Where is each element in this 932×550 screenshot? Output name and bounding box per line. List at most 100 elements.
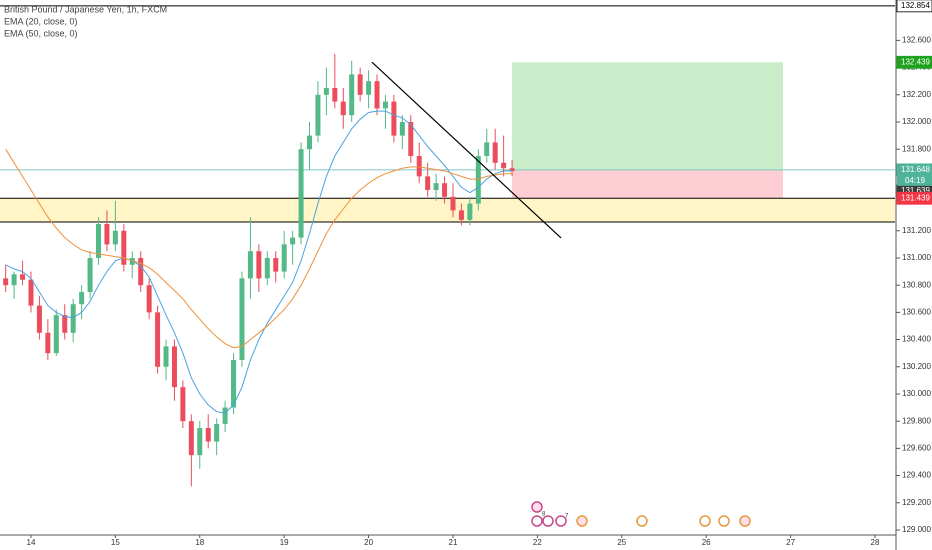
y-tick-label: 132.200 — [902, 90, 931, 99]
candle-body — [298, 149, 304, 238]
y-tick-label: 131.000 — [902, 253, 931, 262]
y-tick-label: 131.200 — [902, 226, 931, 235]
event-icon — [531, 501, 543, 513]
x-tick-label: 20 — [364, 538, 373, 547]
candle-body — [155, 312, 161, 367]
event-icon — [718, 515, 730, 527]
candle-body — [307, 135, 313, 150]
candle-body — [416, 155, 422, 177]
candle-body — [138, 257, 144, 286]
candle-body — [121, 230, 127, 265]
x-tick-label: 18 — [195, 538, 204, 547]
x-tick-label: 14 — [27, 538, 36, 547]
candle-body — [87, 257, 93, 292]
price-label: 131.648 — [901, 165, 930, 174]
event-icon — [542, 515, 554, 527]
candle-body — [492, 142, 498, 163]
x-tick-label: 22 — [533, 538, 542, 547]
legend-ema50: EMA (50, close, 0) — [4, 28, 78, 38]
y-tick-label: 131.800 — [902, 144, 931, 153]
candle-body — [239, 278, 245, 360]
events: 8 7 — [531, 501, 751, 527]
price-label: 132.439 — [901, 57, 930, 66]
y-tick-label: 129.800 — [902, 416, 931, 425]
y-tick-label: 129.600 — [902, 443, 931, 452]
countdown: 04:19 — [905, 176, 926, 185]
price-label-box — [896, 0, 932, 13]
y-tick-label: 132.600 — [902, 35, 931, 44]
candle-body — [45, 332, 51, 354]
x-tick-label: 15 — [111, 538, 120, 547]
candle-body — [264, 257, 270, 279]
y-tick-label: 130.800 — [902, 280, 931, 289]
y-tick-label: 129.000 — [902, 525, 931, 534]
price-label: 131.639 — [901, 186, 930, 195]
candle-body — [256, 251, 262, 279]
event-icon — [739, 515, 751, 527]
candle-body — [290, 237, 296, 245]
ema-line — [5, 148, 513, 349]
candle-body — [62, 315, 68, 333]
event-icon — [531, 515, 543, 527]
candle-body — [79, 291, 85, 305]
y-tick-label: 130.600 — [902, 307, 931, 316]
y-tick-label: 130.000 — [902, 389, 931, 398]
candle-body — [458, 210, 464, 220]
candle-body — [180, 387, 186, 422]
y-tick-label: 130.400 — [902, 335, 931, 344]
x-tick-label: 26 — [702, 538, 711, 547]
x-tick-label: 28 — [871, 538, 880, 547]
candle-body — [171, 346, 177, 388]
y-tick-label: 130.200 — [902, 362, 931, 371]
candle-body — [95, 223, 101, 258]
candle-body — [247, 251, 253, 279]
event-icon — [576, 515, 588, 527]
candle-body — [484, 142, 490, 156]
candle-body — [281, 244, 287, 272]
candle-body — [315, 94, 321, 136]
candle-body — [231, 359, 237, 408]
overlays — [371, 61, 562, 239]
candle-body — [20, 274, 26, 280]
candle-body — [408, 121, 414, 156]
candle-body — [28, 279, 34, 306]
y-tick-label: 129.400 — [902, 471, 931, 480]
candle-body — [205, 427, 211, 442]
candle-body — [222, 407, 228, 424]
x-tick-label: 27 — [786, 538, 795, 547]
candle-body — [366, 81, 372, 95]
candle-body — [332, 87, 338, 102]
candle-body — [433, 183, 439, 190]
candle-body — [11, 274, 17, 286]
countdown-box — [897, 175, 932, 186]
event-icon — [555, 515, 567, 527]
candle-body — [112, 230, 118, 245]
candle-body — [3, 278, 9, 286]
x-tick-label: 25 — [617, 538, 626, 547]
candle-body — [214, 423, 220, 442]
candle-body — [501, 162, 507, 169]
candle-body — [70, 304, 76, 333]
legend-title: British Pound / Japanese Yen, 1h, FXCM — [4, 4, 167, 14]
candle-body — [188, 421, 194, 456]
candle-body — [442, 183, 448, 197]
event-icon — [699, 515, 711, 527]
candle-body — [129, 257, 135, 265]
candle-body — [382, 101, 388, 109]
candle-body — [425, 176, 431, 190]
plot — [3, 53, 515, 487]
price-label-box — [896, 55, 932, 69]
candle-body — [163, 346, 169, 367]
candle-body — [340, 101, 346, 116]
event-count: 8 — [542, 512, 546, 518]
candle-body — [273, 257, 279, 272]
candle-body — [467, 203, 473, 220]
ema-line — [5, 110, 513, 414]
candle-body — [349, 74, 355, 116]
x-tick-label: 21 — [449, 538, 458, 547]
loss-zone — [512, 169, 783, 199]
price-label-box — [896, 191, 932, 205]
trend-line — [371, 61, 562, 239]
support-zone — [0, 198, 895, 222]
candle-body — [399, 121, 405, 136]
